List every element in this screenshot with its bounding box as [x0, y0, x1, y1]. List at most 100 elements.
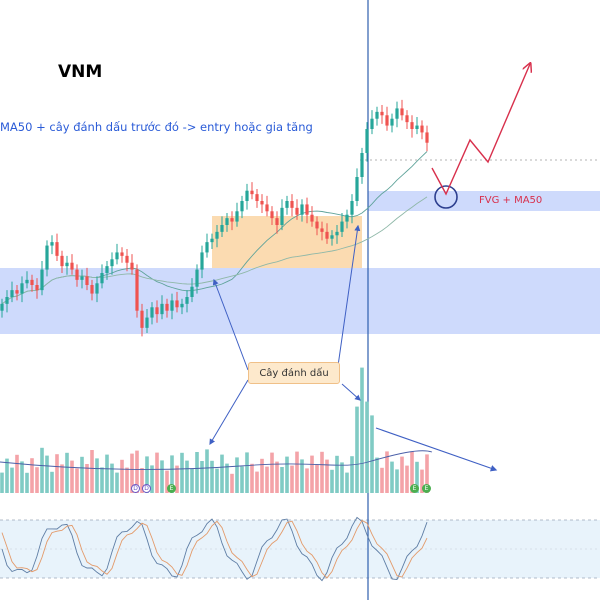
candle-body [425, 132, 429, 143]
volume-bar [215, 468, 219, 493]
candle-body [135, 269, 139, 311]
marker-arrow-up-right [337, 224, 361, 367]
volume-bar [235, 457, 239, 493]
candle-body [190, 286, 194, 297]
volume-bar [330, 469, 334, 493]
badge-e: E [410, 484, 419, 493]
candle-body [50, 242, 54, 246]
volume-bar [285, 456, 289, 493]
candle-body [300, 204, 304, 215]
candle-body [110, 259, 114, 267]
volume-trend-arrow [375, 427, 498, 472]
marker-arrow-up-left [212, 278, 249, 371]
volume-bar [395, 469, 399, 493]
volume-bar [125, 467, 129, 493]
candle-body [230, 218, 234, 222]
volume-bar [110, 463, 114, 493]
volume-bar [70, 460, 74, 493]
candle-body [225, 218, 229, 225]
candle-body [295, 207, 299, 215]
candle-body [415, 125, 419, 129]
volume-bar [190, 468, 194, 493]
candle-body [245, 190, 249, 201]
candle-body [0, 303, 4, 311]
candle-body [275, 218, 279, 225]
candle-body [365, 129, 369, 153]
candle-body [220, 225, 224, 232]
volume-bar [15, 454, 19, 493]
volume-bar [195, 452, 199, 493]
badge-e: E [422, 484, 431, 493]
candle-body [95, 283, 99, 294]
candle-body [105, 266, 109, 273]
candle-body [35, 285, 39, 291]
volume-bar [415, 461, 419, 493]
candle-body [85, 276, 89, 285]
candle-body [90, 285, 94, 294]
volume-bar [270, 452, 274, 493]
volume-bar [5, 458, 9, 493]
volume-bar [225, 463, 229, 493]
candle-body [100, 273, 104, 284]
volume-bar [45, 455, 49, 493]
candle-body [420, 125, 424, 133]
candle-body [400, 108, 404, 116]
volume-bar [185, 460, 189, 493]
volume-bar [35, 467, 39, 493]
candle-body [215, 231, 219, 239]
candle-body [60, 255, 64, 267]
volume-bar [55, 454, 59, 493]
volume-bar [135, 450, 139, 493]
volume-bar [100, 467, 104, 493]
candle-body [385, 115, 389, 126]
candle-body [200, 252, 204, 270]
volume-bar [170, 455, 174, 493]
volume-layer [0, 367, 433, 493]
volume-bar [405, 465, 409, 493]
volume-bar [85, 464, 89, 493]
volume-bar [0, 472, 4, 493]
volume-bar [265, 466, 269, 493]
candle-body [320, 228, 324, 232]
candle-body [290, 201, 294, 208]
volume-bar [350, 456, 354, 493]
candle-body [175, 300, 179, 308]
volume-bar [105, 454, 109, 493]
candle-body [80, 276, 84, 280]
candle-body [40, 269, 44, 291]
candle-body [195, 269, 199, 287]
volume-bar [360, 367, 364, 493]
volume-bar [325, 459, 329, 493]
volume-bar [200, 461, 204, 493]
candle-body [330, 235, 334, 239]
volume-bar [120, 459, 124, 493]
guides-layer [360, 0, 600, 600]
candle-body [255, 194, 259, 201]
volume-bar [155, 452, 159, 493]
volume-bar [300, 459, 304, 493]
candle-body [355, 177, 359, 201]
volume-bar [130, 453, 134, 493]
volume-bar [145, 456, 149, 493]
volume-bar [210, 460, 214, 493]
volume-bar [390, 461, 394, 493]
candles-layer [0, 99, 429, 337]
volume-bar [20, 461, 24, 493]
candle-body [150, 307, 154, 318]
volume-bar [355, 406, 359, 493]
candle-body [185, 297, 189, 304]
volume-bar [150, 465, 154, 493]
candle-body [250, 190, 254, 195]
candle-body [375, 111, 379, 119]
candle-body [240, 201, 244, 212]
candle-body [145, 317, 149, 328]
volume-bar [340, 462, 344, 493]
volume-bar [220, 454, 224, 493]
entry-circle [434, 185, 458, 209]
volume-bar [75, 468, 79, 493]
candle-body [155, 307, 159, 315]
candle-body [405, 115, 409, 123]
candle-body [25, 279, 29, 284]
candle-body [20, 283, 24, 294]
volume-average-line [0, 450, 433, 470]
